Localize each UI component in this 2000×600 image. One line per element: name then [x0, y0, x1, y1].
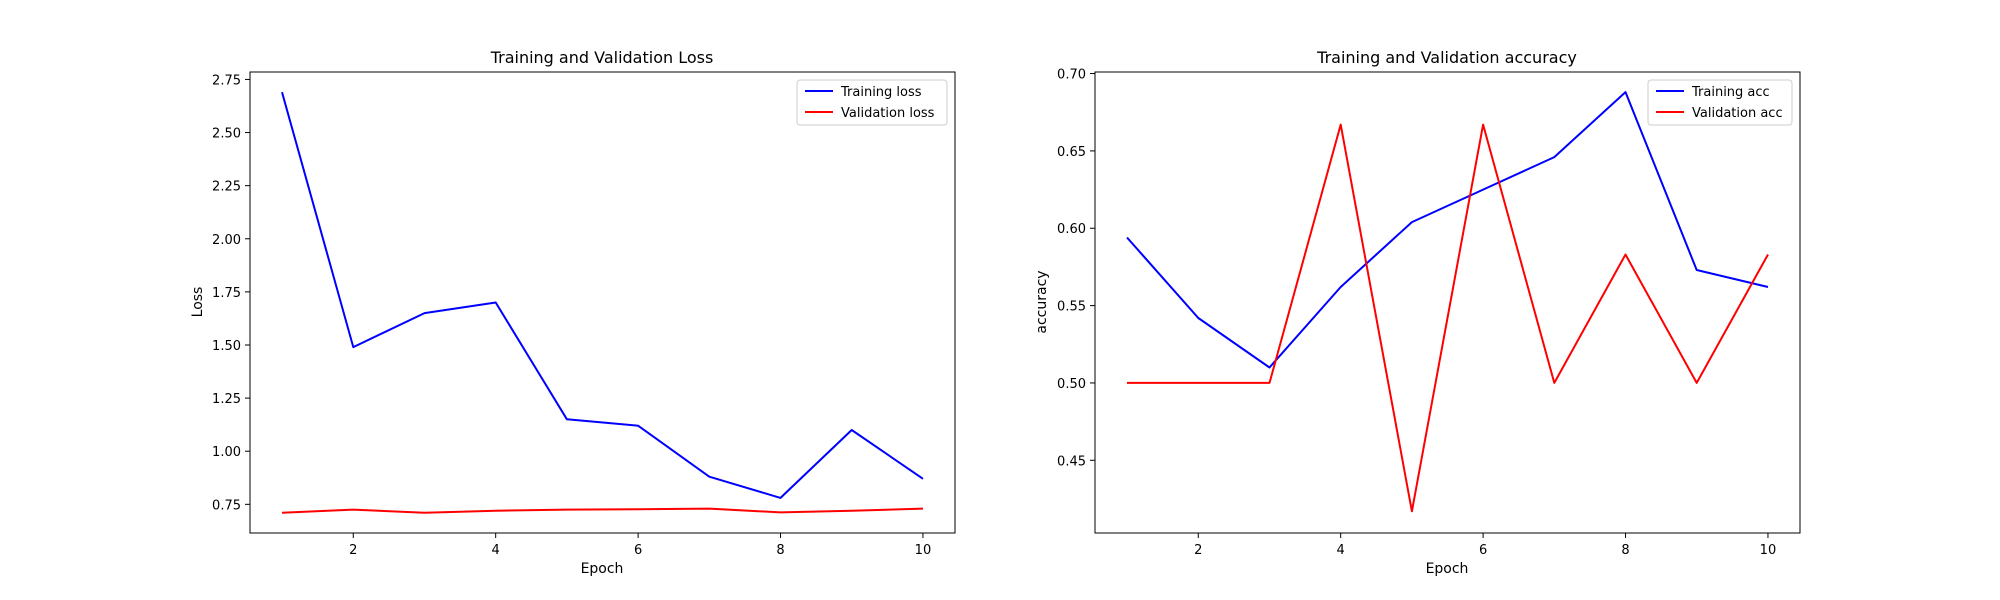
accuracy-axis-ticks: 2 4 6 8 10 0.45 0.50 0.55 0.60 0.65 0.70 [1057, 68, 1776, 558]
loss-y-tick-label: 2.25 [212, 180, 241, 195]
accuracy-y-tick-label: 0.55 [1057, 300, 1086, 315]
loss-x-tick-label: 8 [776, 543, 784, 558]
loss-legend-box [796, 79, 948, 126]
loss-y-tick-label: 1.75 [212, 286, 241, 301]
series-line-training-acc [1126, 91, 1769, 369]
accuracy-x-tick-label: 8 [1621, 543, 1629, 558]
legend-label-training-loss: Training loss [840, 85, 922, 100]
loss-x-tick-label: 10 [915, 543, 932, 558]
loss-x-tick-label: 6 [634, 543, 642, 558]
loss-y-tick-label: 2.75 [212, 73, 241, 88]
accuracy-y-tick-label: 0.60 [1057, 222, 1086, 237]
loss-axis-ticks: 2 4 6 8 10 0.75 1.00 1.25 1.50 1.75 2.00 2.25 2.50 2.… [212, 73, 931, 558]
accuracy-x-tick-label: 4 [1337, 543, 1345, 558]
loss-chart: Training and Validation Loss Epoch Loss … [190, 48, 956, 577]
loss-y-tick-label: 1.50 [212, 339, 241, 354]
accuracy-y-tick-label: 0.70 [1057, 68, 1086, 83]
series-line-training-loss [281, 91, 924, 499]
legend-label-validation-loss: Validation loss [841, 106, 935, 121]
accuracy-plot-frame [1094, 71, 1801, 534]
accuracy-x-tick-label: 10 [1760, 543, 1777, 558]
loss-y-tick-label: 2.50 [212, 127, 241, 142]
loss-chart-title: Training and Validation Loss [490, 48, 714, 67]
loss-series-lines [281, 91, 924, 514]
accuracy-y-tick-label: 0.50 [1057, 377, 1086, 392]
loss-y-tick-label: 0.75 [212, 498, 241, 513]
accuracy-x-tick-label: 6 [1479, 543, 1487, 558]
loss-x-tick-label: 2 [349, 543, 357, 558]
accuracy-series-lines [1126, 91, 1769, 513]
series-line-validation-acc [1127, 123, 1769, 513]
accuracy-chart: Training and Validation accuracy Epoch a… [1034, 48, 1801, 577]
loss-plot-frame [249, 71, 956, 534]
accuracy-chart-title: Training and Validation accuracy [1316, 48, 1577, 67]
loss-y-axis-label: Loss [190, 287, 206, 318]
loss-y-tick-label: 1.00 [212, 445, 241, 460]
legend-label-training-acc: Training acc [1691, 85, 1770, 100]
series-line-validation-loss [281, 507, 924, 514]
accuracy-y-tick-label: 0.45 [1057, 454, 1086, 469]
loss-y-tick-label: 2.00 [212, 233, 241, 248]
legend-label-validation-acc: Validation acc [1692, 106, 1783, 121]
accuracy-y-tick-label: 0.65 [1057, 145, 1086, 160]
loss-legend: Training loss Validation loss [796, 79, 948, 126]
loss-x-tick-label: 4 [492, 543, 500, 558]
loss-y-tick-label: 1.25 [212, 392, 241, 407]
accuracy-y-axis-label: accuracy [1034, 270, 1050, 333]
loss-x-axis-label: Epoch [581, 561, 624, 577]
accuracy-legend: Training acc Validation acc [1647, 79, 1793, 126]
accuracy-x-axis-label: Epoch [1426, 561, 1469, 577]
accuracy-x-tick-label: 2 [1194, 543, 1202, 558]
